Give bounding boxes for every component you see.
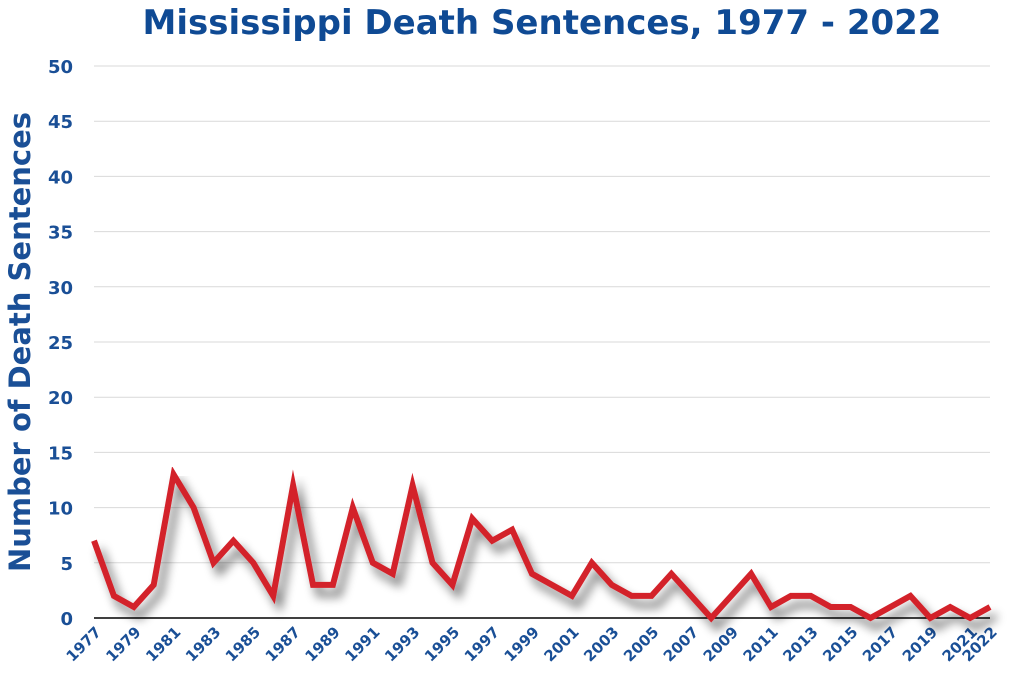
x-tick-label-1979: 1979 bbox=[102, 623, 144, 665]
series-line-0 bbox=[91, 466, 992, 623]
x-tick-label-1983: 1983 bbox=[182, 623, 224, 665]
x-tick-label-1989: 1989 bbox=[302, 623, 344, 665]
x-tick-label-1995: 1995 bbox=[421, 623, 463, 665]
x-tick-label-1999: 1999 bbox=[501, 623, 543, 665]
y-tick-label-5: 5 bbox=[60, 554, 73, 575]
x-tick-label-2007: 2007 bbox=[660, 623, 702, 665]
y-tick-label-45: 45 bbox=[48, 112, 73, 133]
series-layer bbox=[91, 466, 992, 623]
y-tick-label-15: 15 bbox=[48, 443, 73, 464]
chart-title: Mississippi Death Sentences, 1977 - 2022 bbox=[143, 3, 942, 43]
x-tick-label-2015: 2015 bbox=[819, 623, 861, 665]
y-tick-label-10: 10 bbox=[48, 499, 73, 520]
x-tick-label-1985: 1985 bbox=[222, 623, 264, 665]
y-tick-label-0: 0 bbox=[60, 609, 73, 630]
y-tick-label-20: 20 bbox=[48, 388, 73, 409]
x-tick-label-2013: 2013 bbox=[779, 623, 821, 665]
x-tick-label-2011: 2011 bbox=[740, 623, 782, 665]
y-axis-label: Number of Death Sentences bbox=[3, 112, 37, 572]
y-tick-label-30: 30 bbox=[48, 278, 73, 299]
y-tick-label-40: 40 bbox=[48, 167, 73, 188]
x-tick-label-1981: 1981 bbox=[142, 623, 184, 665]
x-tick-label-1991: 1991 bbox=[341, 623, 383, 665]
x-axis-ticks: 1977197919811983198519871989199119931995… bbox=[63, 623, 1001, 665]
x-tick-label-2003: 2003 bbox=[580, 623, 622, 665]
x-tick-label-2017: 2017 bbox=[859, 623, 901, 665]
gridlines bbox=[94, 65, 990, 619]
y-axis-ticks: 0 5 10 15 20 25 30 35 40 45 50 bbox=[48, 57, 73, 630]
x-tick-label-2005: 2005 bbox=[620, 623, 662, 665]
y-tick-label-35: 35 bbox=[48, 223, 73, 244]
x-tick-label-1997: 1997 bbox=[461, 623, 503, 665]
x-tick-label-1993: 1993 bbox=[381, 623, 423, 665]
x-tick-label-2009: 2009 bbox=[700, 623, 742, 665]
x-tick-label-2019: 2019 bbox=[899, 623, 941, 665]
x-tick-label-2001: 2001 bbox=[540, 623, 582, 665]
y-tick-label-25: 25 bbox=[48, 333, 73, 354]
x-tick-label-1987: 1987 bbox=[262, 623, 304, 665]
y-tick-label-50: 50 bbox=[48, 57, 73, 78]
